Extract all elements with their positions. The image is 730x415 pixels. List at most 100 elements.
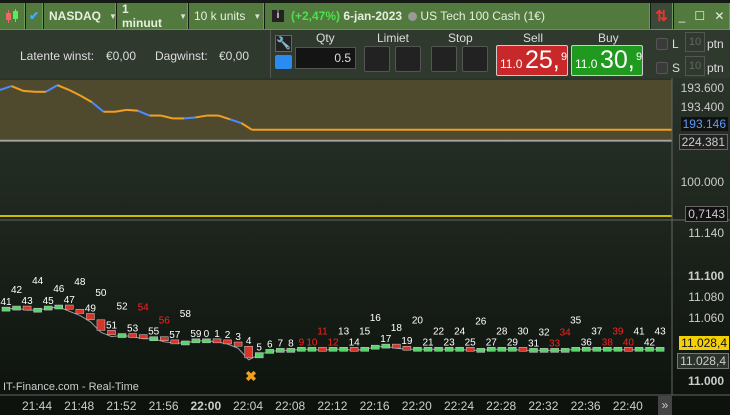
minute-label: 51: [106, 320, 118, 331]
limit-points-input[interactable]: 10: [685, 32, 705, 52]
minute-label: 15: [359, 326, 371, 337]
chevron-down-icon: ▼: [109, 11, 117, 21]
change-percent: (+2,47%): [291, 9, 341, 23]
info-icon[interactable]: i: [272, 10, 284, 22]
minute-label: 55: [148, 327, 160, 338]
candle: [550, 348, 559, 353]
stop-order-icon[interactable]: [431, 46, 457, 72]
instrument-name: US Tech 100 Cash (1€): [420, 9, 545, 23]
candle: [181, 340, 190, 346]
candle: [465, 347, 475, 352]
timeframe-label: 1 minuut: [122, 2, 162, 30]
axis-label: 11.100: [687, 269, 724, 283]
minute-label: 31: [528, 338, 540, 349]
candle: [529, 348, 538, 353]
link-check-icon[interactable]: ✔: [26, 3, 43, 29]
candle: [423, 347, 433, 352]
minute-label: 39: [612, 326, 624, 337]
limit-checkbox[interactable]: [656, 38, 668, 50]
minute-label: 47: [64, 295, 76, 306]
candle: [349, 347, 359, 352]
time-axis-label: 22:12: [317, 399, 348, 413]
minute-label: 6: [267, 339, 273, 350]
wrench-icon[interactable]: 🔧: [275, 35, 292, 52]
candle: [138, 334, 148, 339]
candle: [603, 347, 612, 352]
candle: [212, 338, 222, 344]
candle: [518, 347, 528, 352]
minute-label: 26: [475, 316, 487, 327]
minute-label: 22: [433, 326, 445, 337]
axis-label: 11.080: [688, 290, 724, 304]
minute-label: 36: [581, 337, 593, 348]
candle: [560, 348, 570, 353]
candle: [455, 347, 464, 352]
time-axis-label: 22:36: [570, 399, 601, 413]
buy-button[interactable]: 11.0 30, 9: [571, 45, 643, 76]
minute-label: 41: [633, 326, 645, 337]
sell-button[interactable]: 11.0 25, 9: [496, 45, 568, 76]
units-dropdown[interactable]: 10 k units ▼: [189, 3, 264, 29]
limit-order-icon[interactable]: [364, 46, 390, 72]
minute-label: 59: [190, 329, 202, 340]
scroll-right-button[interactable]: »: [658, 396, 672, 415]
indicator-segment: [229, 118, 242, 125]
stop-checkbox-label: S: [672, 61, 681, 75]
timeframe-dropdown[interactable]: 1 minuut ▼: [117, 2, 188, 30]
sell-price-prefix: 11.0: [500, 57, 523, 71]
minute-label: 16: [370, 313, 382, 324]
stop-points-input[interactable]: 10: [685, 56, 705, 76]
minute-label: 41: [0, 297, 12, 308]
minute-label: 3: [235, 332, 241, 343]
units-label: 10 k units: [194, 9, 246, 23]
candle: [160, 336, 169, 341]
close-icon[interactable]: ✕: [714, 9, 725, 23]
stop-order-alt-icon[interactable]: [462, 46, 488, 72]
minute-label: 34: [560, 327, 572, 338]
minimize-icon[interactable]: _: [678, 9, 686, 23]
candle: [244, 345, 253, 359]
axis-label: 11.000: [687, 374, 724, 388]
buy-price-prefix: 11.0: [575, 57, 598, 71]
date-label: 6-jan-2023: [343, 9, 403, 23]
time-axis-label: 22:40: [612, 399, 643, 413]
minute-label: 29: [507, 337, 519, 348]
swap-icon[interactable]: ⇅: [651, 3, 673, 29]
candle: [392, 343, 401, 349]
symbol-label: NASDAQ: [49, 9, 102, 23]
axis-label: 100.000: [680, 175, 724, 189]
buy-price-pip: 9: [636, 51, 643, 63]
symbol-dropdown[interactable]: NASDAQ ▼: [44, 3, 117, 29]
minute-label: 20: [412, 315, 424, 326]
candle: [487, 347, 496, 352]
indicator-segment: [126, 108, 139, 112]
stop-checkbox[interactable]: [656, 62, 668, 74]
minute-label: 43: [22, 296, 34, 307]
minute-label: 1: [214, 329, 220, 340]
candle: [86, 313, 95, 321]
day-profit-label: Dagwinst:: [155, 49, 208, 63]
limit-checkbox-label: L: [672, 37, 679, 51]
candle: [402, 345, 412, 351]
qty-input[interactable]: 0.5: [295, 47, 356, 69]
keyboard-icon[interactable]: [275, 55, 292, 69]
minute-label: 30: [517, 326, 529, 337]
candle: [276, 348, 285, 353]
minute-label: 49: [85, 303, 97, 314]
candlestick-chart-icon[interactable]: [0, 3, 25, 29]
candle: [191, 338, 201, 344]
time-axis-label: 22:20: [401, 399, 432, 413]
status-dot-icon: [408, 11, 418, 21]
maximize-icon[interactable]: ☐: [694, 9, 706, 23]
candle: [307, 347, 317, 352]
points-unit: ptn: [707, 61, 724, 75]
points-unit: ptn: [707, 37, 724, 51]
candle: [128, 333, 137, 338]
minute-label: 19: [401, 336, 413, 347]
indicator-segment: [11, 85, 24, 92]
order-marker-icon: ✖: [245, 368, 257, 384]
limit-order-alt-icon[interactable]: [395, 46, 421, 72]
time-axis-label: 22:32: [528, 399, 559, 413]
indicator-segment: [137, 109, 150, 117]
